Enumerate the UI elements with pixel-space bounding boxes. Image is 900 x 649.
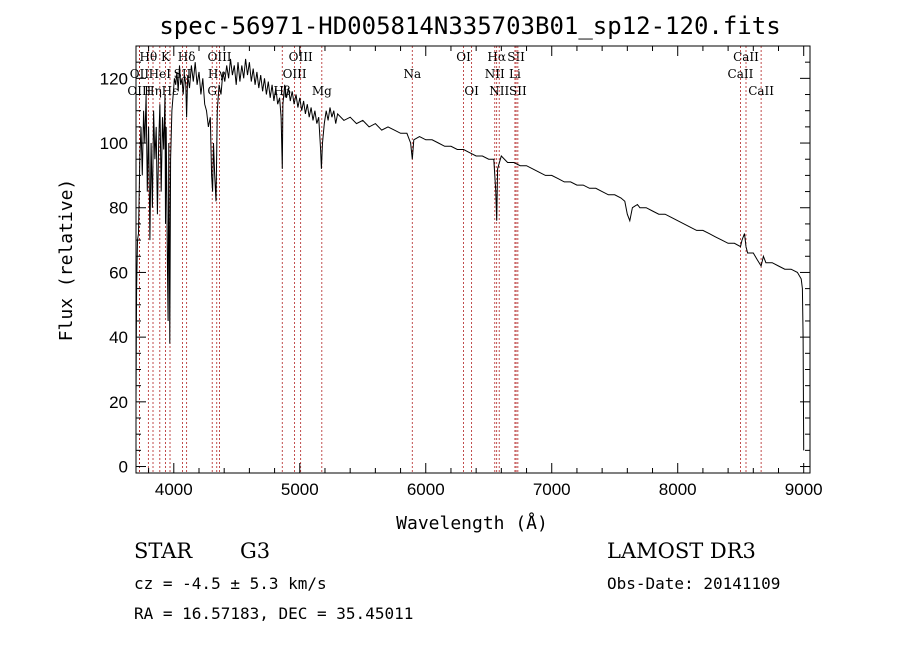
y-axis-label: Flux (relative) [56,179,77,342]
y-tick-label: 120 [100,69,128,88]
line-marker-label: G [207,84,217,98]
line-marker-label: K [161,50,171,64]
chart-title: spec-56971-HD005814N335703B01_sp12-120.f… [159,12,780,40]
line-marker-label: Hε [162,84,179,98]
line-marker-label: Hθ [139,50,157,64]
line-marker-label: NII [489,84,509,98]
x-tick-label: 4000 [155,480,193,499]
line-marker-label: OI [464,84,479,98]
line-marker-label: CaII [748,84,774,98]
line-marker-label: SII [507,50,525,64]
y-tick-label: 100 [100,134,128,153]
x-tick-labels: 4000 5000 6000 7000 8000 9000 [155,480,823,499]
line-marker-label: SII [509,84,527,98]
spectrum-line [135,58,805,451]
y-tick-label: 80 [109,199,128,218]
line-marker-label: SII [174,67,192,81]
line-marker-label: Hη [144,84,162,98]
y-tick-label: 60 [109,263,128,282]
redshift-text: cz = -4.5 ± 5.3 km/s [134,574,327,593]
line-marker-label: Mg [312,84,332,98]
x-tick-label: 6000 [407,480,445,499]
x-tick-label: 8000 [659,480,697,499]
line-marker-label: HeI [149,67,172,81]
y-tick-label: 40 [109,328,128,347]
line-marker-label: OIII [283,67,307,81]
line-marker-label: OI [456,50,471,64]
line-marker-label: Hα [487,50,506,64]
plot-frame [135,45,811,474]
coordinates: RA = 16.57183, DEC = 35.45011 [134,604,413,623]
line-marker-label: NII [485,67,505,81]
object-class: STAR [134,539,193,563]
line-marker-label: CaII [728,67,754,81]
y-tick-label: 20 [109,393,128,412]
line-marker-label: Na [403,67,421,81]
x-tick-label: 5000 [281,480,319,499]
survey-name: LAMOST DR3 [607,539,756,563]
x-axis-label: Wavelength (Å) [396,512,548,534]
line-marker-label: Li [509,67,521,81]
y-tick-label: 0 [119,458,128,477]
axis-ticks [136,46,810,473]
line-marker-label: OIII [289,50,313,64]
line-marker-label: OIII [207,50,231,64]
x-tick-label: 7000 [533,480,571,499]
obs-date: Obs-Date: 20141109 [607,574,780,593]
y-tick-labels: 0 20 40 60 80 100 120 [100,69,128,476]
line-marker-label: CaII [733,50,759,64]
object-subclass: G3 [240,539,270,563]
line-marker-label: Hδ [178,50,196,64]
x-tick-label: 9000 [785,480,823,499]
